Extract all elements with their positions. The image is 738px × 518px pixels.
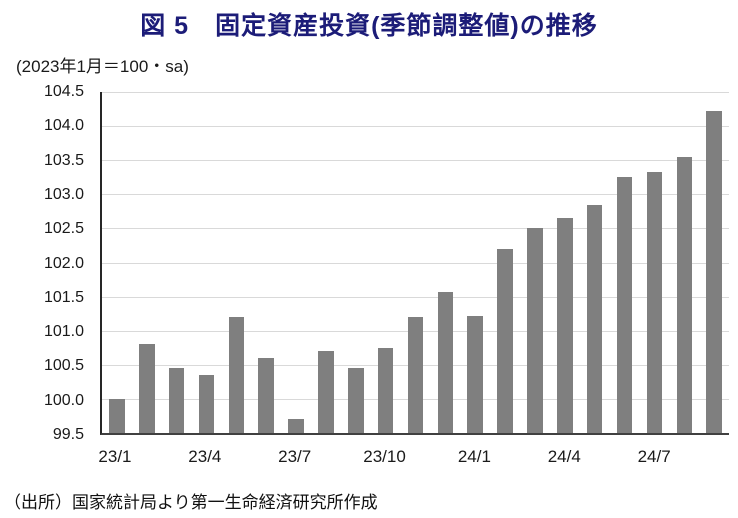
bar-slot [401, 92, 431, 433]
x-axis-label: 23/1 [98, 447, 132, 466]
page-title: 図 5 固定資産投資(季節調整値)の推移 [140, 12, 598, 40]
bar [676, 156, 693, 433]
bar-slot [430, 92, 460, 433]
bar [467, 315, 483, 433]
y-axis-label: 100.0 [43, 391, 84, 409]
bar-slot [520, 92, 550, 433]
bar-slot [580, 92, 610, 433]
bar-slot [610, 92, 640, 433]
x-axis-label: 24/1 [457, 447, 491, 466]
y-axis-label: 99.5 [52, 426, 84, 443]
bar-slot [550, 92, 580, 433]
source-note: （出所）国家統計局より第一生命経済研究所作成 [4, 493, 378, 512]
bar [557, 218, 573, 433]
bar-slot [192, 92, 222, 433]
bar [258, 357, 274, 433]
bar [228, 317, 245, 433]
bar-slot [639, 92, 669, 433]
gridline [102, 126, 729, 128]
bar-slot [669, 92, 699, 433]
bar [109, 398, 125, 433]
bar [497, 248, 513, 433]
bar-slot [221, 92, 251, 433]
x-axis-label: 24/4 [547, 447, 581, 466]
x-axis-label: 24/7 [637, 447, 671, 466]
axis-unit-label: (2023年1月＝100・sa) [16, 57, 189, 76]
bar [348, 368, 364, 433]
y-axis: 104.5 104.0 103.5 103.0 102.5 102.0 101.5 101.0… [0, 83, 84, 443]
gridline [102, 160, 729, 162]
bar [168, 368, 185, 433]
gridline [102, 262, 729, 264]
y-axis-label: 102.5 [43, 220, 84, 238]
plot-area [100, 92, 729, 435]
bar-slot [699, 92, 729, 433]
bar-slot [251, 92, 281, 433]
y-axis-label: 100.5 [43, 357, 84, 375]
bar [586, 204, 603, 433]
bar-series [102, 92, 729, 433]
bar [616, 177, 633, 433]
bar [139, 344, 155, 433]
bar-slot [132, 92, 162, 433]
bar [527, 228, 543, 433]
bar [288, 419, 304, 433]
bar-slot [102, 92, 132, 433]
gridline [102, 92, 729, 93]
y-axis-label: 103.0 [43, 185, 84, 203]
y-axis-label: 103.5 [43, 151, 84, 169]
y-axis-label: 104.5 [43, 83, 84, 100]
bar-slot [460, 92, 490, 433]
bar-slot [490, 92, 520, 433]
bar [706, 111, 722, 433]
bar [407, 317, 424, 433]
bar [377, 347, 394, 433]
y-axis-label: 102.0 [43, 254, 84, 272]
bar-slot [281, 92, 311, 433]
bar [198, 375, 215, 433]
x-axis-label: 23/7 [278, 447, 312, 466]
x-axis: 23/1 23/4 23/7 23/10 24/1 24/4 24/7 [98, 447, 729, 471]
bar [437, 291, 454, 433]
gridline [102, 194, 729, 196]
x-axis-label: 23/10 [363, 447, 406, 466]
y-axis-label: 104.0 [43, 117, 84, 135]
bar [318, 351, 334, 433]
bar [646, 172, 663, 433]
bar-slot [341, 92, 371, 433]
bar-slot [371, 92, 401, 433]
y-axis-label: 101.5 [43, 288, 84, 306]
bar-slot [162, 92, 192, 433]
gridline [102, 296, 729, 298]
y-axis-label: 101.0 [43, 323, 84, 341]
gridline [102, 228, 729, 230]
x-axis-label: 23/4 [188, 447, 222, 466]
bar-slot [311, 92, 341, 433]
